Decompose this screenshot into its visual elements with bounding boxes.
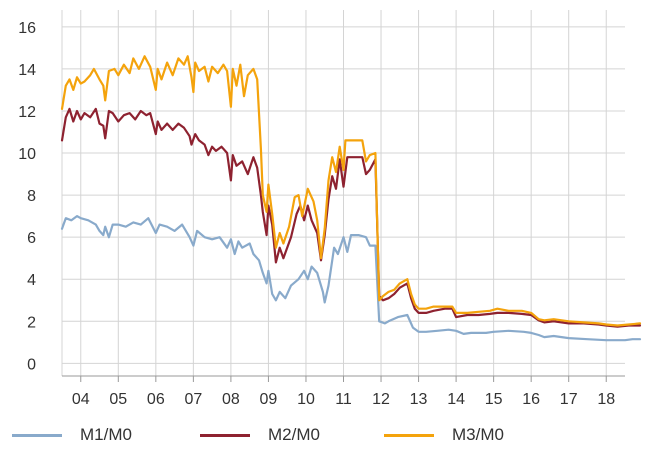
y-tick-label: 6 <box>27 230 36 247</box>
legend-item: M2/M0 <box>200 420 320 450</box>
y-axis: 0 2 4 6 8 10 12 14 16 <box>18 20 36 374</box>
y-tick-label: 12 <box>18 104 36 121</box>
legend-swatch <box>384 433 434 437</box>
legend-item: M1/M0 <box>12 420 132 450</box>
x-tick-label: 18 <box>597 391 615 408</box>
legend-label: M2/M0 <box>268 425 320 444</box>
legend-swatch <box>200 433 250 437</box>
y-tick-label: 2 <box>27 314 36 331</box>
series-line-m1-m0 <box>60 215 642 342</box>
series-lines <box>60 55 642 342</box>
y-tick-label: 16 <box>18 20 36 37</box>
x-tick-label: 16 <box>522 391 540 408</box>
x-tick-label: 09 <box>260 391 278 408</box>
x-tick-label: 10 <box>297 391 315 408</box>
y-tick-label: 0 <box>27 356 36 373</box>
legend-item: M3/M0 <box>384 420 504 450</box>
x-tick-label: 13 <box>410 391 428 408</box>
x-tick-label: 05 <box>109 391 127 408</box>
legend-label: M3/M0 <box>452 425 504 444</box>
legend: M1/M0 M2/M0 M3/M0 <box>0 420 650 450</box>
x-tick-label: 07 <box>184 391 202 408</box>
x-axis: 04 05 06 07 08 09 10 11 12 13 14 15 16 17 18 <box>62 375 625 408</box>
x-tick-label: 11 <box>335 391 352 408</box>
x-tick-label: 06 <box>147 391 165 408</box>
series-line-m3-m0 <box>60 55 642 327</box>
x-tick-label: 12 <box>372 391 390 408</box>
y-tick-label: 10 <box>18 146 36 163</box>
x-tick-label: 08 <box>222 391 240 408</box>
legend-swatch <box>12 433 62 437</box>
line-chart: 0 2 4 6 8 10 12 14 16 04 05 06 07 08 09 10 11 12 13 14 15 16… <box>18 10 642 408</box>
x-tick-label: 14 <box>447 391 465 408</box>
x-tick-label: 04 <box>72 391 90 408</box>
x-tick-label: 15 <box>485 391 503 408</box>
series-line-m2-m0 <box>60 107 642 328</box>
legend-label: M1/M0 <box>80 425 132 444</box>
y-tick-label: 8 <box>27 188 36 205</box>
y-tick-label: 14 <box>18 62 36 79</box>
y-tick-label: 4 <box>27 272 36 289</box>
x-tick-label: 17 <box>560 391 578 408</box>
